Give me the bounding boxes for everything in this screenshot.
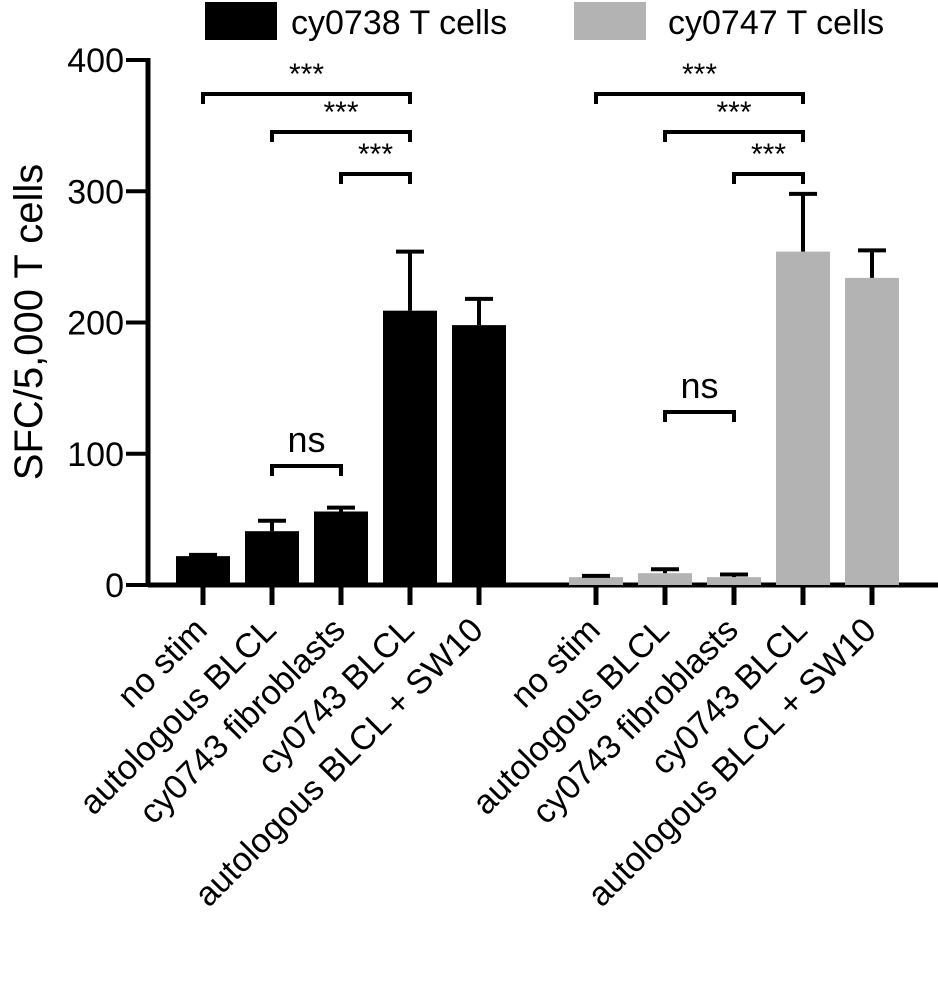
significance-bracket [339,172,412,184]
significance-label: *** [358,138,393,171]
significance-label: ns [287,419,325,460]
y-tick-label: 100 [67,436,124,474]
bar [176,556,230,585]
legend-swatch [574,2,646,40]
bar [452,325,506,585]
significance-label: *** [289,58,324,91]
significance-bracket [270,464,343,476]
legend-label: cy0738 T cells [291,4,507,42]
y-tick-label: 0 [105,567,124,605]
bar [569,577,623,585]
bar [707,577,761,585]
bar [638,573,692,585]
legend: cy0738 T cells cy0747 T cells [205,2,884,42]
significance-bracket [732,172,805,184]
bar [314,511,368,585]
bar [245,531,299,585]
significance-bracket [201,92,412,104]
bar [383,310,437,585]
x-axis [148,582,938,605]
bars [176,251,899,585]
significance-label: ns [680,365,718,406]
y-tick-label: 300 [67,173,124,211]
significance-annotations: *********ns*********ns [201,58,805,476]
legend-swatch [205,2,277,40]
significance-bracket [663,130,805,142]
significance-bracket [270,130,412,142]
significance-bracket [594,92,805,104]
legend-label: cy0747 T cells [668,4,884,42]
significance-label: *** [716,96,751,129]
bar [845,277,899,585]
significance-bracket [663,410,736,422]
y-axis-label: SFC/5,000 T cells [7,164,51,480]
y-tick-label: 200 [67,305,124,343]
error-bars [189,191,886,578]
y-axis: 0 100 200 300 400 [67,42,151,605]
significance-label: *** [751,138,786,171]
bar [776,251,830,585]
significance-label: *** [323,96,358,129]
y-tick-label: 400 [67,42,124,80]
significance-label: *** [682,58,717,91]
